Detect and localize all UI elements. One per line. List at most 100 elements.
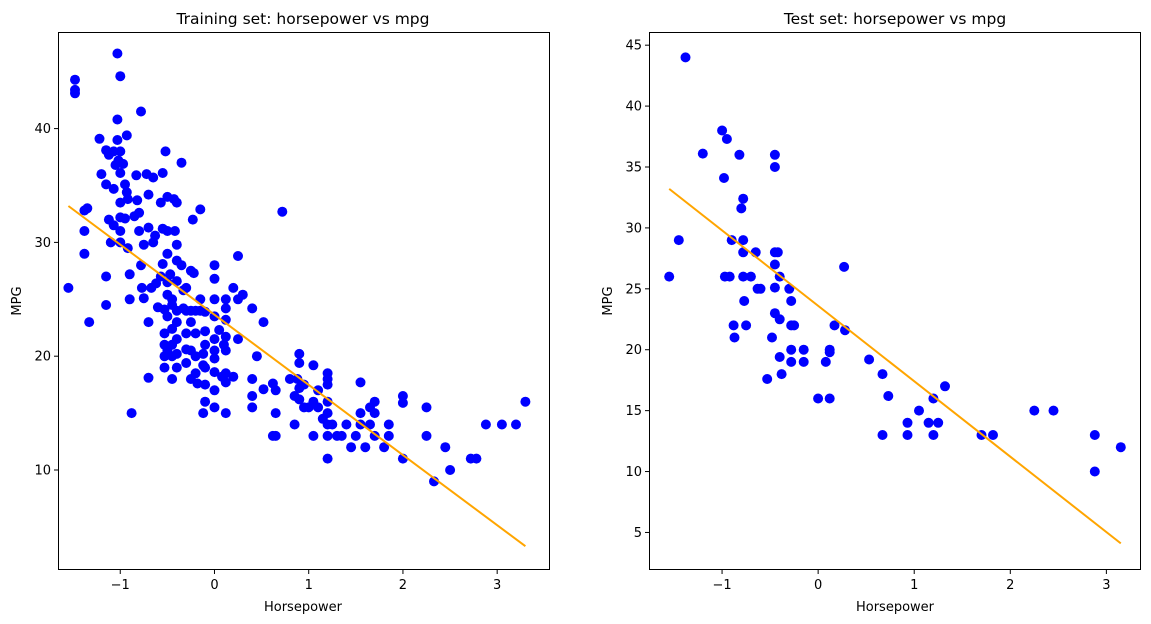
data-point	[185, 317, 196, 328]
data-point	[247, 402, 258, 413]
data-point	[717, 125, 728, 136]
x-tick-label: 0	[210, 578, 218, 593]
data-point	[190, 328, 201, 339]
data-point	[383, 430, 394, 441]
data-point	[270, 385, 281, 396]
data-point	[294, 348, 305, 359]
data-point	[209, 260, 220, 271]
data-point	[148, 172, 159, 183]
data-point	[355, 377, 366, 388]
data-point	[327, 419, 338, 430]
x-tick-label: 1	[305, 578, 313, 593]
data-point	[209, 273, 220, 284]
data-point	[101, 271, 112, 282]
data-point	[289, 419, 300, 430]
data-point	[200, 362, 211, 373]
data-point	[228, 371, 239, 382]
data-point	[198, 348, 209, 359]
data-point	[762, 374, 773, 384]
data-point	[824, 393, 835, 404]
chart-title: Training set: horsepower vs mpg	[175, 10, 429, 28]
data-point	[157, 168, 168, 178]
data-point	[220, 368, 231, 379]
data-point	[829, 320, 840, 331]
data-point	[209, 353, 220, 364]
data-point	[105, 237, 116, 248]
y-tick-label: 10	[625, 465, 642, 480]
data-point	[187, 214, 198, 225]
data-point	[209, 334, 220, 345]
y-tick-label: 30	[34, 236, 51, 251]
data-point	[171, 239, 182, 250]
data-point	[1089, 466, 1100, 477]
data-point	[864, 354, 875, 365]
chart-title: Test set: horsepower vs mpg	[783, 10, 1006, 28]
data-point	[914, 405, 924, 416]
data-point	[171, 317, 182, 328]
data-point	[115, 146, 126, 157]
data-point	[94, 133, 105, 144]
data-point	[143, 317, 154, 328]
data-point	[258, 317, 269, 328]
data-point	[220, 408, 231, 419]
data-point	[162, 248, 173, 259]
data-point	[171, 334, 182, 345]
data-point	[181, 328, 192, 339]
data-point	[169, 226, 180, 236]
data-point	[769, 149, 780, 160]
x-tick-label: −1	[712, 578, 731, 593]
y-tick-label: 35	[625, 161, 642, 176]
data-point	[741, 320, 752, 331]
data-point	[247, 374, 258, 384]
data-point	[155, 197, 166, 208]
data-point	[928, 393, 939, 404]
data-point	[138, 239, 149, 250]
data-point	[360, 442, 371, 453]
data-point	[820, 356, 831, 367]
data-point	[160, 146, 171, 157]
data-point	[1115, 442, 1126, 453]
y-axis-label: MPG	[10, 286, 25, 315]
data-point	[736, 203, 747, 214]
data-point	[159, 328, 170, 339]
x-tick-label: 3	[493, 578, 501, 593]
data-point	[120, 179, 130, 190]
data-point	[664, 271, 675, 282]
data-point	[121, 130, 132, 141]
data-point	[258, 384, 269, 395]
data-point	[1048, 405, 1059, 416]
data-point	[738, 271, 749, 282]
data-point	[294, 394, 305, 405]
data-point	[195, 204, 206, 215]
data-point	[313, 402, 324, 413]
data-point	[365, 419, 375, 430]
data-point	[755, 283, 766, 294]
data-point	[421, 430, 432, 441]
data-point	[162, 311, 173, 322]
x-tick-label: 2	[399, 578, 407, 593]
data-point	[192, 378, 203, 389]
data-point	[774, 314, 785, 325]
data-point	[209, 367, 220, 378]
regression-line	[67, 205, 526, 548]
data-point	[383, 419, 394, 430]
data-point	[786, 356, 797, 367]
data-point	[220, 303, 231, 314]
data-point	[136, 282, 147, 293]
x-axis-label: Horsepower	[264, 600, 343, 615]
data-point	[877, 369, 888, 380]
data-point	[233, 334, 243, 345]
data-point	[176, 260, 187, 271]
data-point	[397, 391, 408, 401]
data-point	[902, 417, 913, 428]
data-point	[724, 271, 735, 282]
data-point	[112, 114, 123, 125]
data-point	[167, 374, 178, 384]
data-point	[1089, 430, 1100, 440]
y-axis-ticks: 10 20 30 40	[34, 122, 59, 478]
data-point	[933, 417, 944, 428]
y-axis-label: MPG	[601, 286, 616, 315]
data-point	[789, 320, 800, 331]
data-point	[369, 408, 380, 419]
